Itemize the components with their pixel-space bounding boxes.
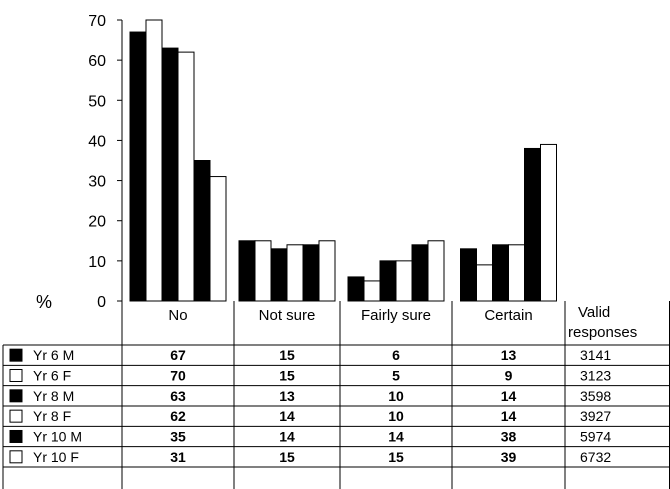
bar <box>363 280 381 302</box>
y-tick-label: 30 <box>88 174 106 191</box>
data-value: 14 <box>501 408 517 424</box>
data-value: 15 <box>279 347 295 363</box>
valid-responses-value: 3927 <box>580 408 611 424</box>
legend-swatch <box>9 409 23 423</box>
bar <box>209 176 227 302</box>
bar <box>129 31 147 302</box>
data-value: 67 <box>170 347 186 363</box>
y-tick-label: 40 <box>88 133 106 150</box>
valid-responses-value: 3141 <box>580 347 611 363</box>
bar <box>254 240 272 302</box>
bar <box>347 276 365 302</box>
series-label: Yr 10 M <box>33 428 82 444</box>
legend-swatch <box>9 368 23 382</box>
valid-responses-value: 3598 <box>580 388 611 404</box>
legend-swatch <box>9 389 23 403</box>
data-value: 31 <box>170 449 186 465</box>
y-tick-label: 50 <box>88 93 106 110</box>
data-value: 63 <box>170 388 186 404</box>
category-label: Certain <box>484 307 532 324</box>
series-label: Yr 6 F <box>33 367 71 383</box>
data-value: 70 <box>170 367 186 383</box>
bar <box>379 260 397 302</box>
bar <box>270 248 288 302</box>
y-tick-label: 0 <box>97 294 106 311</box>
data-value: 35 <box>170 428 186 444</box>
valid-responses-value: 5974 <box>580 428 611 444</box>
bar <box>411 244 429 302</box>
valid-responses-header-line: Valid <box>578 304 610 321</box>
valid-responses-header-line: responses <box>568 324 637 341</box>
data-value: 6 <box>392 347 400 363</box>
y-tick-label: 70 <box>88 13 106 30</box>
bar <box>460 248 477 302</box>
bar <box>427 240 445 302</box>
legend-swatch <box>9 348 23 362</box>
legend-swatch <box>9 429 23 443</box>
data-value: 14 <box>279 408 295 424</box>
category-label: No <box>168 307 187 324</box>
y-tick-label: 10 <box>88 254 106 271</box>
bar <box>318 240 336 302</box>
data-value: 5 <box>392 367 400 383</box>
series-label: Yr 6 M <box>33 347 74 363</box>
y-axis-label: % <box>36 292 52 312</box>
data-value: 15 <box>279 449 295 465</box>
data-value: 14 <box>279 428 295 444</box>
series-label: Yr 10 F <box>33 449 79 465</box>
data-value: 14 <box>388 428 404 444</box>
bar <box>492 244 509 302</box>
data-value: 13 <box>501 347 517 363</box>
bar <box>238 240 256 302</box>
data-value: 39 <box>501 449 517 465</box>
y-tick-label: 20 <box>88 214 106 231</box>
data-value: 62 <box>170 408 186 424</box>
data-value: 10 <box>388 408 404 424</box>
y-tick-label: 60 <box>88 53 106 70</box>
data-value: 13 <box>279 388 295 404</box>
bar <box>193 160 211 302</box>
bar <box>395 260 413 302</box>
data-value: 38 <box>501 428 517 444</box>
category-label: Not sure <box>259 307 316 324</box>
data-value: 15 <box>279 367 295 383</box>
category-label: Fairly sure <box>361 307 431 324</box>
bar <box>476 264 493 302</box>
bar <box>524 147 541 302</box>
bar <box>161 47 179 302</box>
bar <box>508 244 525 302</box>
valid-responses-header: Valid responses <box>568 304 637 341</box>
bar <box>177 51 195 302</box>
bar <box>286 244 304 302</box>
series-label: Yr 8 F <box>33 408 71 424</box>
data-value: 14 <box>501 388 517 404</box>
bar <box>145 19 163 302</box>
bar <box>540 143 557 302</box>
series-label: Yr 8 M <box>33 388 74 404</box>
data-value: 15 <box>388 449 404 465</box>
bar <box>302 244 320 302</box>
valid-responses-value: 6732 <box>580 449 611 465</box>
legend-swatch <box>9 450 23 464</box>
data-value: 10 <box>388 388 404 404</box>
valid-responses-value: 3123 <box>580 367 611 383</box>
data-value: 9 <box>505 367 513 383</box>
